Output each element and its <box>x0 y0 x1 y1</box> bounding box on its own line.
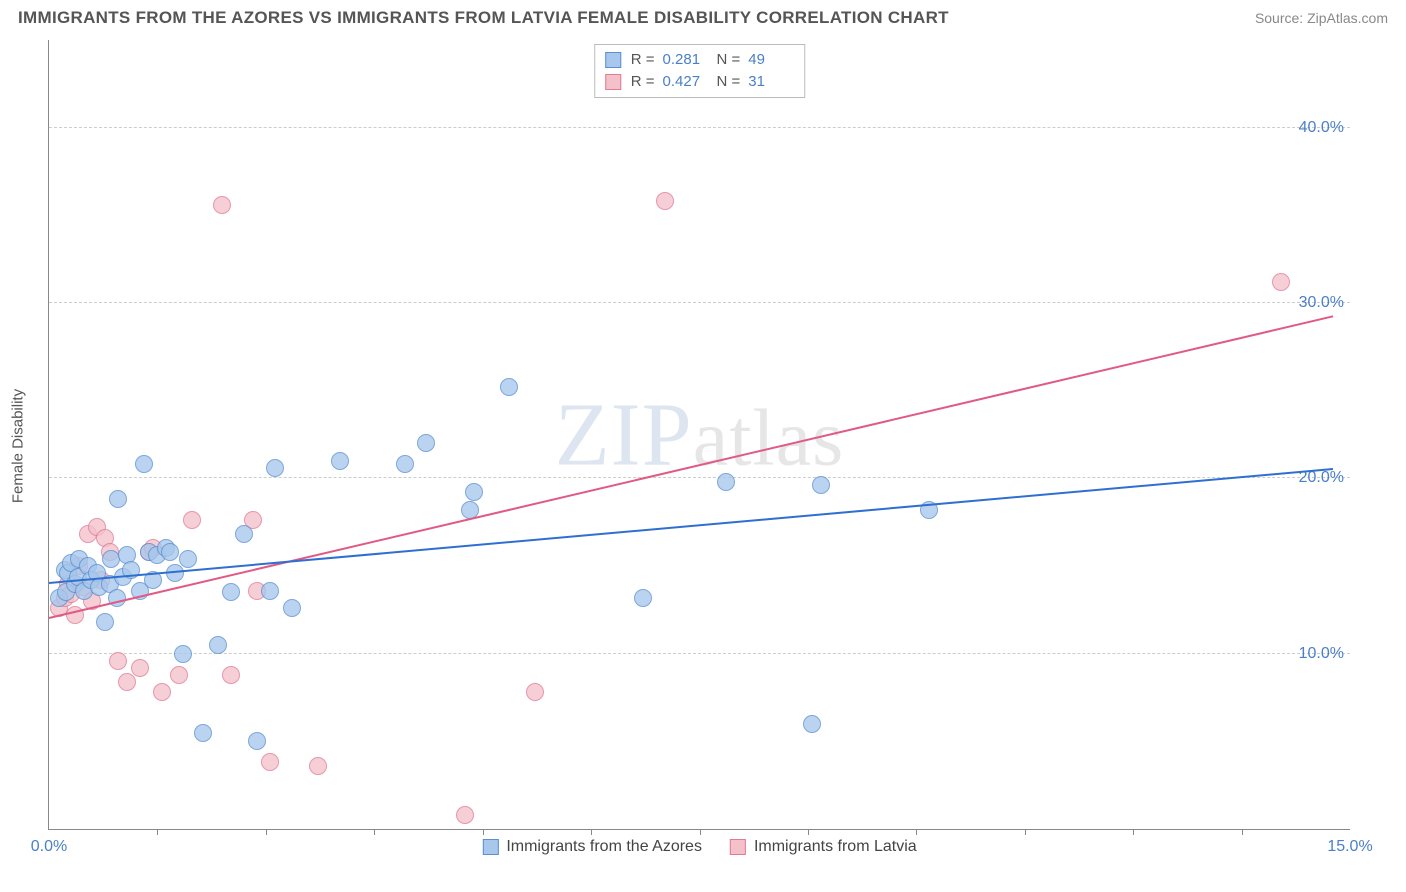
legend-label-latvia: Immigrants from Latvia <box>754 838 917 856</box>
ytick-label: 30.0% <box>1299 294 1344 312</box>
scatter-point <box>96 613 114 631</box>
ytick-label: 40.0% <box>1299 119 1344 137</box>
legend-item-latvia: Immigrants from Latvia <box>730 838 917 856</box>
scatter-point <box>222 583 240 601</box>
correlation-stats-box: R = 0.281 N = 49 R = 0.427 N = 31 <box>594 44 806 98</box>
bottom-legend: Immigrants from the Azores Immigrants fr… <box>482 838 916 856</box>
scatter-point <box>261 582 279 600</box>
scatter-point <box>634 589 652 607</box>
scatter-point <box>153 683 171 701</box>
scatter-point <box>309 757 327 775</box>
gridline <box>49 302 1350 303</box>
xtick <box>808 829 809 835</box>
xtick <box>916 829 917 835</box>
scatter-point <box>500 378 518 396</box>
scatter-point <box>526 683 544 701</box>
chart-source: Source: ZipAtlas.com <box>1255 10 1388 26</box>
xtick <box>1242 829 1243 835</box>
scatter-point <box>135 455 153 473</box>
scatter-point <box>465 483 483 501</box>
gridline <box>49 477 1350 478</box>
ytick-label: 10.0% <box>1299 645 1344 663</box>
scatter-point <box>396 455 414 473</box>
xtick <box>591 829 592 835</box>
n-label: N = <box>717 71 741 93</box>
scatter-point <box>209 636 227 654</box>
xtick <box>483 829 484 835</box>
scatter-point <box>222 666 240 684</box>
xtick <box>1133 829 1134 835</box>
r-value-azores: 0.281 <box>663 49 709 71</box>
watermark-text-b: atlas <box>693 394 845 482</box>
scatter-point <box>1272 273 1290 291</box>
n-value-azores: 49 <box>748 49 794 71</box>
chart-title: IMMIGRANTS FROM THE AZORES VS IMMIGRANTS… <box>18 8 949 28</box>
legend-label-azores: Immigrants from the Azores <box>506 838 702 856</box>
scatter-point <box>235 525 253 543</box>
swatch-latvia <box>730 839 746 855</box>
scatter-point <box>213 196 231 214</box>
stats-row-latvia: R = 0.427 N = 31 <box>605 71 795 93</box>
scatter-point <box>456 806 474 824</box>
n-value-latvia: 31 <box>748 71 794 93</box>
watermark: ZIPatlas <box>555 383 845 486</box>
scatter-point <box>170 666 188 684</box>
xtick <box>374 829 375 835</box>
scatter-point <box>194 724 212 742</box>
swatch-azores <box>605 52 621 68</box>
scatter-point <box>417 434 435 452</box>
xtick-label: 15.0% <box>1327 838 1372 856</box>
r-label: R = <box>631 49 655 71</box>
scatter-point <box>183 511 201 529</box>
xtick-label: 0.0% <box>31 838 67 856</box>
scatter-point <box>283 599 301 617</box>
scatter-point <box>109 652 127 670</box>
scatter-point <box>118 673 136 691</box>
y-axis-label: Female Disability <box>10 389 27 503</box>
scatter-point <box>266 459 284 477</box>
watermark-text-a: ZIP <box>555 385 693 484</box>
scatter-point <box>109 490 127 508</box>
chart-plot-area: ZIPatlas R = 0.281 N = 49 R = 0.427 N = … <box>48 40 1350 830</box>
scatter-point <box>174 645 192 663</box>
scatter-point <box>803 715 821 733</box>
trend-line <box>49 315 1333 619</box>
scatter-point <box>161 543 179 561</box>
scatter-point <box>179 550 197 568</box>
stats-row-azores: R = 0.281 N = 49 <box>605 49 795 71</box>
r-label: R = <box>631 71 655 93</box>
scatter-point <box>248 732 266 750</box>
scatter-point <box>812 476 830 494</box>
legend-item-azores: Immigrants from the Azores <box>482 838 702 856</box>
xtick <box>700 829 701 835</box>
swatch-azores <box>482 839 498 855</box>
gridline <box>49 127 1350 128</box>
gridline <box>49 653 1350 654</box>
scatter-point <box>717 473 735 491</box>
xtick <box>266 829 267 835</box>
scatter-point <box>656 192 674 210</box>
r-value-latvia: 0.427 <box>663 71 709 93</box>
swatch-latvia <box>605 74 621 90</box>
scatter-point <box>261 753 279 771</box>
n-label: N = <box>717 49 741 71</box>
scatter-point <box>131 659 149 677</box>
xtick <box>157 829 158 835</box>
xtick <box>1025 829 1026 835</box>
scatter-point <box>331 452 349 470</box>
